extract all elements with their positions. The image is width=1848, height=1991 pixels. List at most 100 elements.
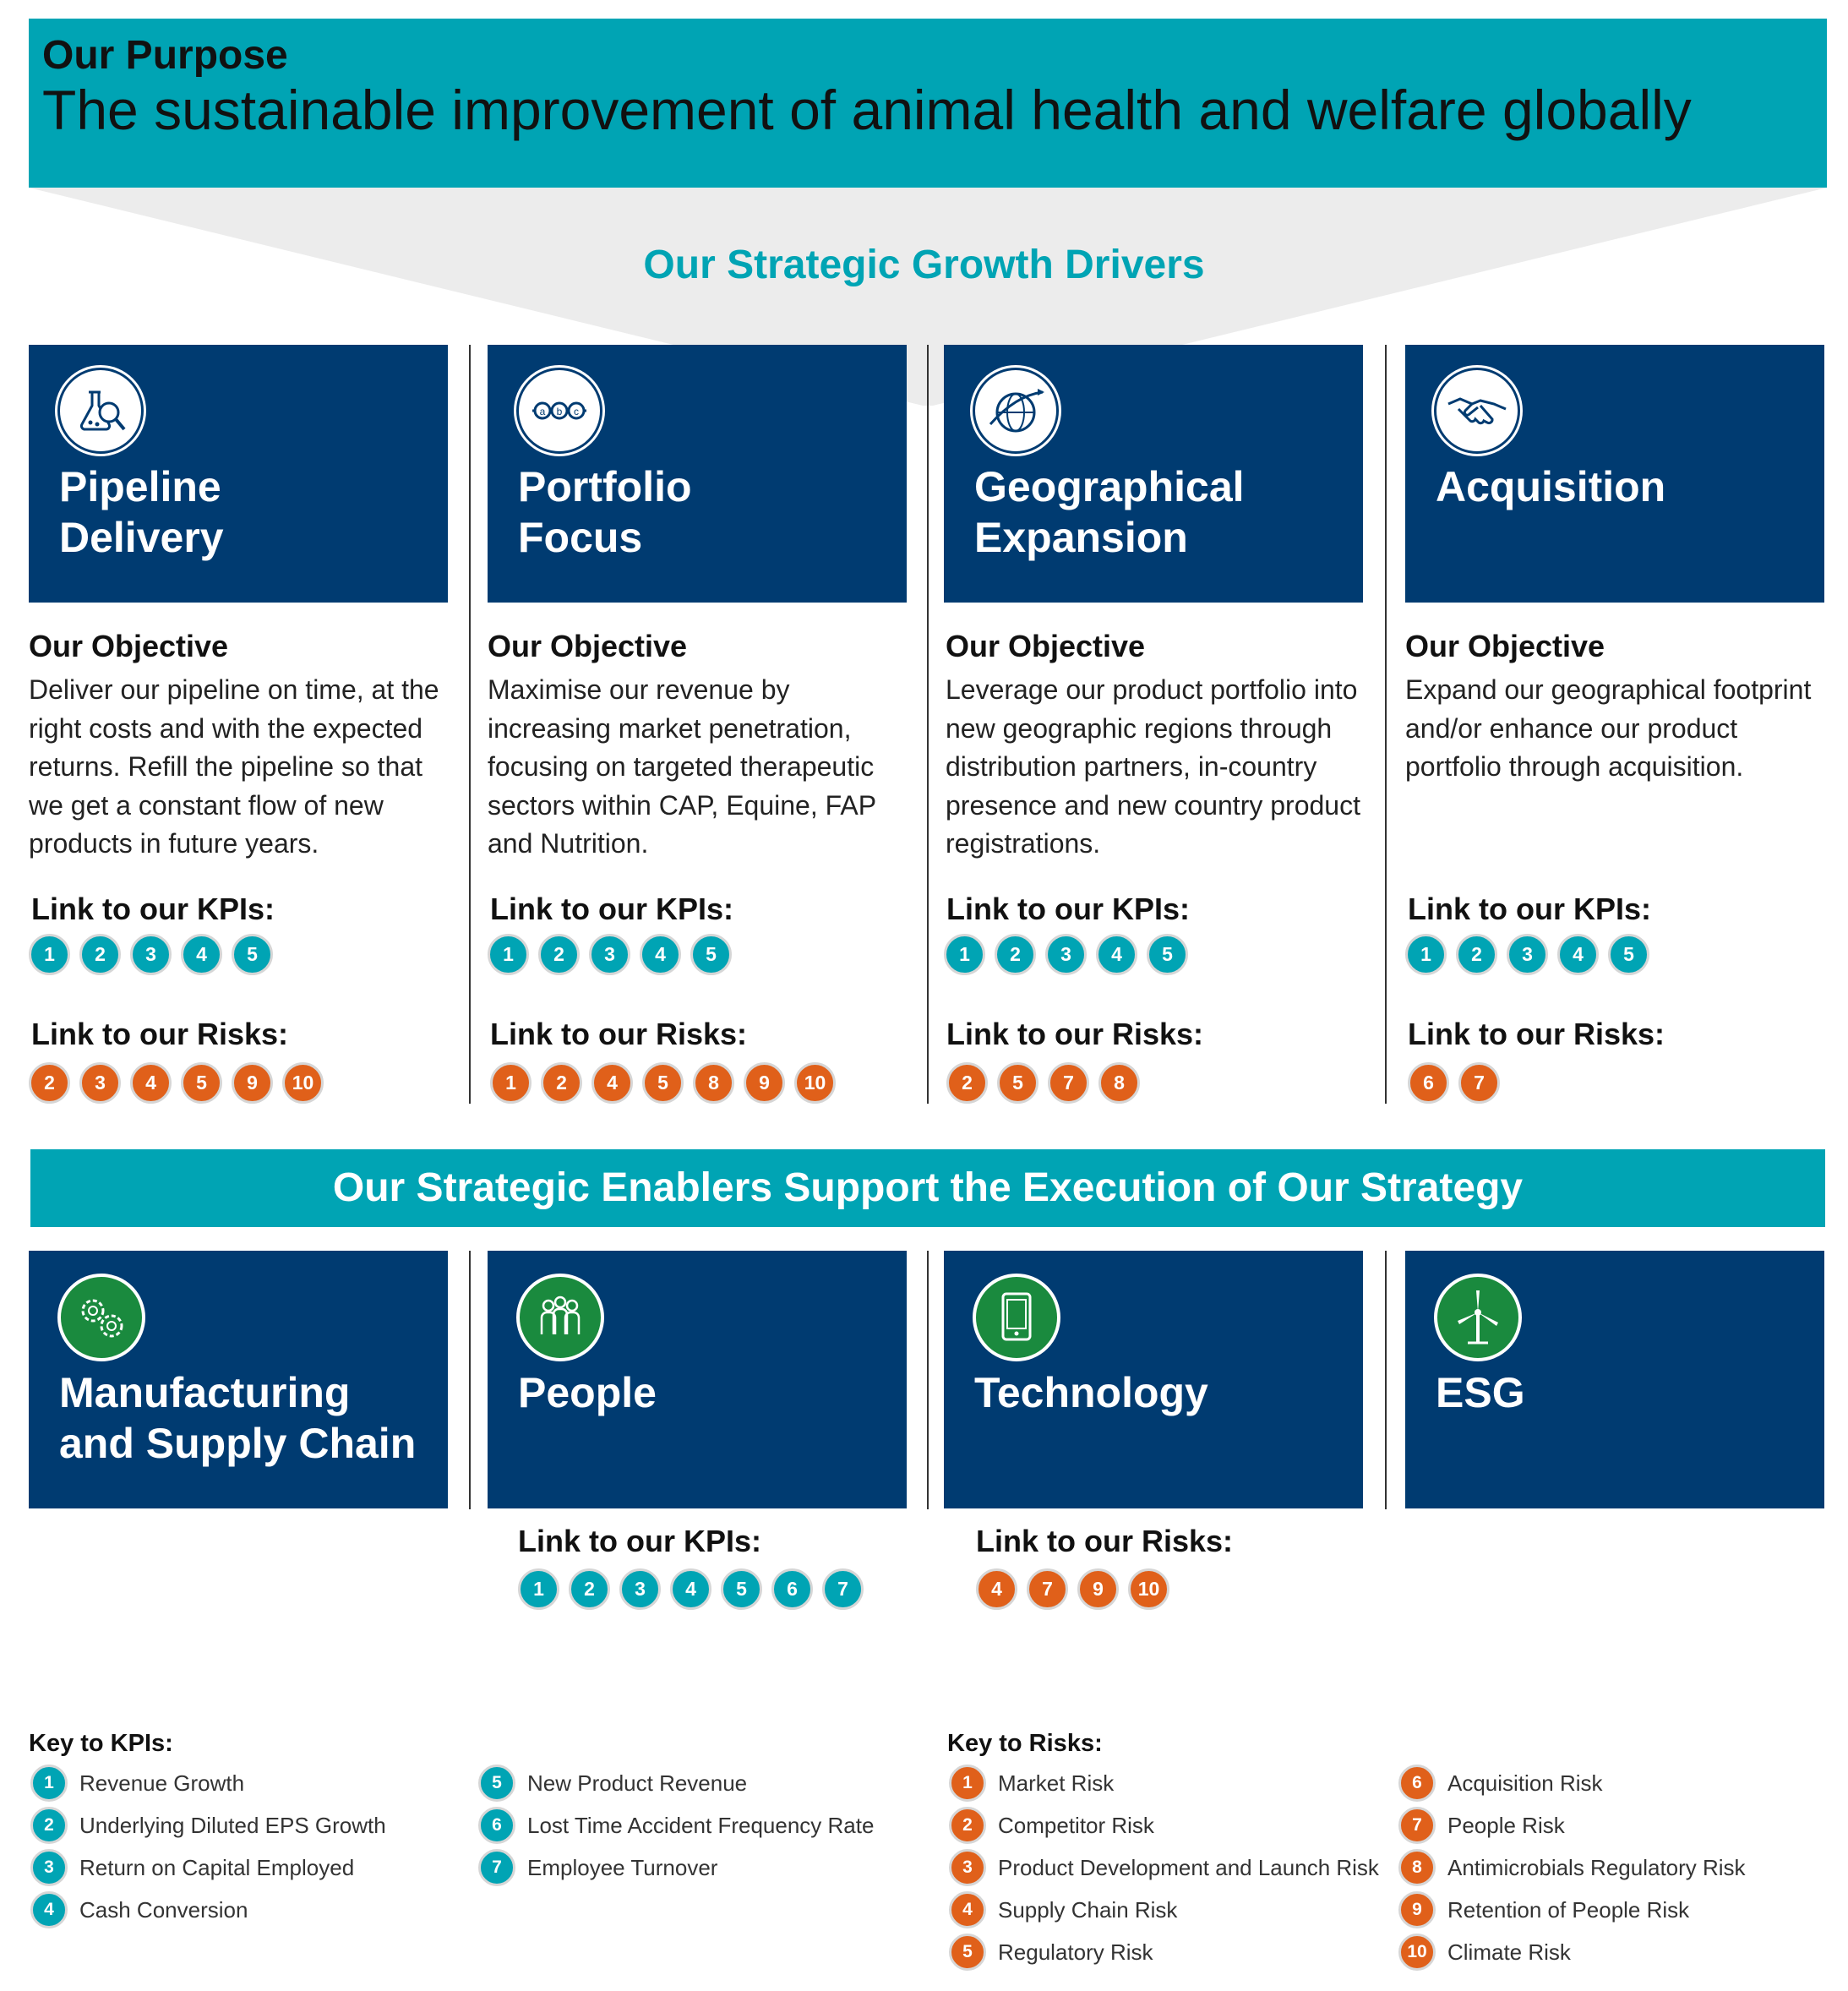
key-entry-label: Lost Time Accident Frequency Rate [527,1812,875,1838]
kpi-badge: 5 [478,1765,515,1802]
key-entry-label: Employee Turnover [527,1854,718,1880]
risk-badge: 4 [591,1062,633,1104]
kpi-link-heading: Link to our KPIs: [31,892,275,926]
key-entry: 2 Competitor Risk [949,1807,1154,1844]
risk-badge: 7 [1398,1807,1436,1844]
flask-magnifier-icon [57,368,144,454]
technology-risk-badge-group: 4 7 9 10 [976,1568,1169,1610]
kpi-badge: 3 [1045,934,1087,975]
key-entry-label: Retention of People Risk [1447,1896,1690,1923]
risk-badge: 4 [949,1891,986,1928]
kpi-badge: 3 [1507,934,1548,975]
objective-text: Leverage our product portfolio into new … [946,674,1360,859]
tile-title-line1: ESG [1436,1369,1525,1416]
gears-icon [57,1274,145,1361]
risk-badge: 5 [642,1062,684,1104]
kpi-badge: 2 [1456,934,1497,975]
enabler-tile-technology: Technology [944,1251,1363,1508]
key-entry-label: Acquisition Risk [1447,1770,1603,1796]
risk-badge: 7 [1048,1062,1089,1104]
wind-turbine-icon [1434,1274,1522,1361]
risk-badge: 2 [949,1807,986,1844]
risk-badge-group: 1 2 4 5 8 9 10 [490,1062,836,1104]
risk-badge: 10 [794,1062,836,1104]
key-entry: 10 Climate Risk [1398,1934,1571,1971]
key-entry-label: Underlying Diluted EPS Growth [79,1812,386,1838]
key-entry: 1 Market Risk [949,1765,1115,1802]
kpi-badge: 5 [1147,934,1188,975]
funnel-shape [29,188,1827,406]
kpi-badge: 5 [721,1568,762,1610]
risk-badge: 10 [282,1062,324,1104]
kpi-link-heading: Link to our KPIs: [490,892,733,926]
kpi-badge: 4 [1557,934,1599,975]
key-entry: 2 Underlying Diluted EPS Growth [30,1807,386,1844]
kpi-badge: 1 [29,934,70,975]
risk-badge: 2 [946,1062,988,1104]
key-to-risks-title: Key to Risks: [947,1730,1103,1757]
kpi-badge: 7 [822,1568,864,1610]
key-entry-label: Cash Conversion [79,1896,248,1923]
kpi-badge: 5 [1608,934,1649,975]
kpi-badge: 2 [79,934,121,975]
key-to-kpis-title: Key to KPIs: [29,1730,173,1757]
strategic-enablers-banner: Our Strategic Enablers Support the Execu… [30,1149,1825,1227]
key-entry: 3 Product Development and Launch Risk [949,1849,1379,1886]
tablet-icon [973,1274,1060,1361]
tile-title-line1: Technology [974,1369,1208,1416]
key-entry-label: Market Risk [998,1770,1115,1796]
kpi-badge: 5 [690,934,732,975]
key-entry-label: Supply Chain Risk [998,1896,1178,1923]
risk-badge-group: 2 3 4 5 9 10 [29,1062,324,1104]
key-entry: 8 Antimicrobials Regulatory Risk [1398,1849,1746,1886]
driver-tile-pipeline-delivery: Pipeline Delivery [29,345,448,603]
risk-badge: 4 [130,1062,172,1104]
growth-drivers-title: Our Strategic Growth Drivers [643,243,1205,287]
key-entry-label: People Risk [1447,1812,1565,1838]
column-divider [1385,1251,1387,1509]
risk-badge: 2 [29,1062,70,1104]
purpose-banner [29,19,1827,188]
risk-badge: 9 [1077,1568,1119,1610]
risk-link-heading: Link to our Risks: [490,1017,748,1051]
risk-badge: 10 [1398,1934,1436,1971]
handshake-icon [1434,368,1520,454]
risk-badge: 3 [949,1849,986,1886]
kpi-badge: 4 [30,1891,68,1928]
tile-title-line1: Manufacturing [59,1369,351,1416]
key-entry: 5 Regulatory Risk [949,1934,1153,1971]
kpi-badge: 2 [30,1807,68,1844]
risk-link-heading: Link to our Risks: [946,1017,1204,1051]
key-entry: 5 New Product Revenue [478,1765,747,1802]
risk-link-heading: Link to our Risks: [1408,1017,1665,1051]
risk-badge: 1 [490,1062,532,1104]
enabler-tile-people: People [488,1251,907,1508]
kpi-link-heading: Link to our KPIs: [946,892,1190,926]
kpi-badge: 1 [488,934,529,975]
kpi-badge: 4 [670,1568,711,1610]
kpi-badge: 3 [619,1568,661,1610]
objective-text: Deliver our pipeline on time, at the rig… [29,674,439,859]
tile-title-line1: People [518,1369,657,1416]
risk-badge: 6 [1398,1765,1436,1802]
key-entry-label: Revenue Growth [79,1770,245,1796]
key-entry: 3 Return on Capital Employed [30,1849,355,1886]
objective-text: Maximise our revenue by increasing marke… [488,674,876,859]
risk-badge: 5 [949,1934,986,1971]
key-entry: 1 Revenue Growth [30,1765,245,1802]
key-entry: 9 Retention of People Risk [1398,1891,1690,1928]
risk-badge: 5 [997,1062,1038,1104]
key-entry-label: Return on Capital Employed [79,1854,355,1880]
purpose-label: Our Purpose [42,33,288,78]
kpi-badge: 6 [771,1568,813,1610]
objective-heading: Our Objective [488,629,688,663]
kpi-badge: 3 [130,934,172,975]
svg-text:b: b [557,406,563,417]
key-entry-label: Product Development and Launch Risk [998,1854,1379,1880]
kpi-badge: 4 [1096,934,1137,975]
risk-badge: 8 [693,1062,734,1104]
